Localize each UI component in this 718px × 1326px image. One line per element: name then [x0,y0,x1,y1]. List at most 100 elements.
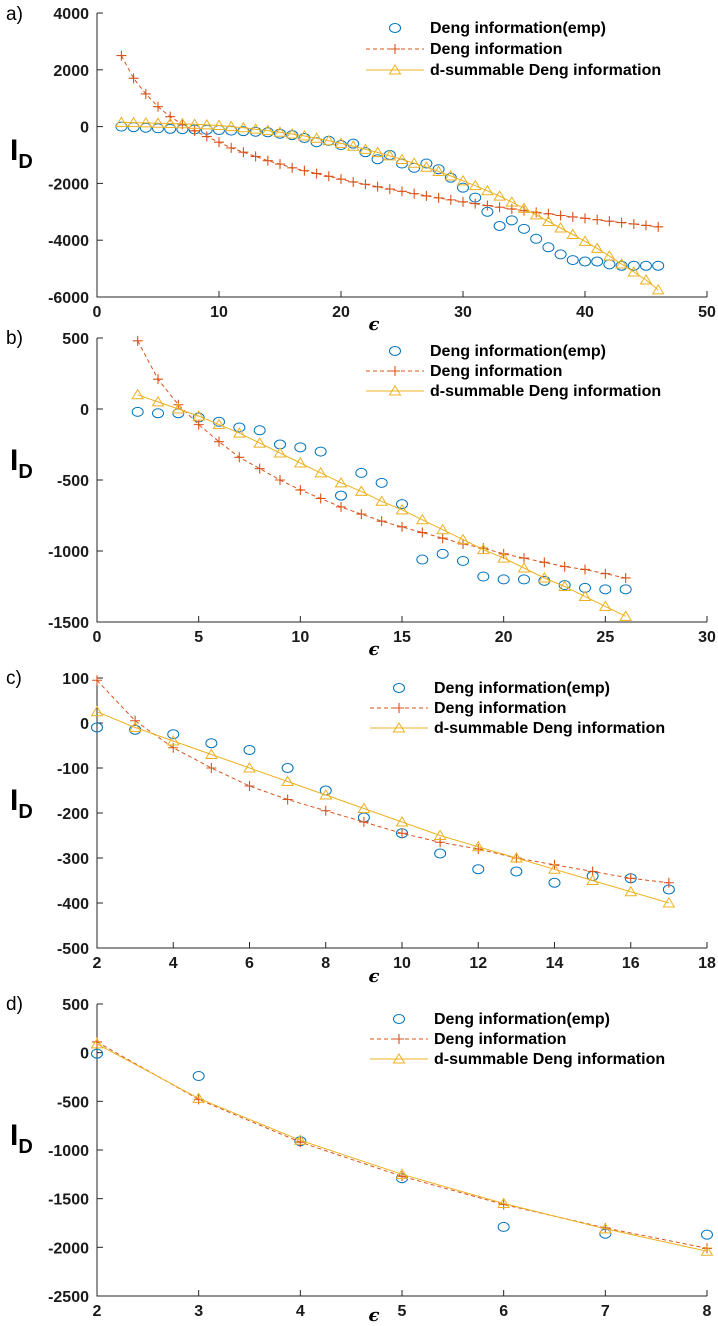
legend-marker-emp [393,683,405,693]
data-point-emp [396,499,408,510]
data-point-dsum [249,123,262,134]
legend-marker-deng [390,44,400,54]
x-tick-label: 40 [576,304,594,321]
x-tick-label: 4 [296,1303,305,1320]
legend-label-deng: Deng information [430,363,562,380]
data-point-emp [192,1071,205,1082]
data-point-dsum [151,395,165,407]
data-point-deng [311,168,322,179]
y-tick-label: 500 [62,997,89,1014]
data-point-deng [323,171,334,182]
data-point-dsum [578,590,592,601]
data-point-deng [130,715,141,726]
data-point-deng [140,88,151,99]
data-point-deng [336,501,346,512]
data-point-dsum [395,153,409,165]
x-tick-label: 18 [698,955,716,972]
data-point-deng [193,419,204,430]
y-tick-label: -6000 [48,290,89,307]
series-deng [92,1036,712,1254]
x-tick-label: 5 [398,1303,407,1320]
data-point-emp [505,215,518,226]
data-point-deng [214,436,224,447]
x-axis-label: ϵ [369,966,380,987]
data-point-dsum [200,118,214,130]
data-point-emp [518,223,530,234]
series-dsum [90,1037,714,1256]
data-point-dsum [171,403,185,414]
series-line-deng [96,679,669,884]
data-point-dsum [433,829,447,840]
data-point-deng [473,844,484,854]
data-point-deng [336,174,346,185]
data-point-emp [167,729,180,740]
chart-panel-a: a) -6000 -4000 -2000 0 2000 4000 0 10 20 30 40 50 ID ϵ… [6,4,716,335]
data-point-deng [702,1243,712,1254]
legend-marker-emp [393,1014,405,1024]
data-point-deng [580,564,590,575]
y-tick-label: -500 [57,941,89,958]
data-point-deng [437,533,448,544]
data-point-dsum [212,119,226,130]
legend-label-deng: Deng information [430,41,562,58]
data-point-deng [616,217,627,228]
data-point-emp [233,422,246,433]
data-point-dsum [395,503,409,515]
axis-lines [96,678,707,949]
data-point-emp [298,132,311,143]
series-deng [116,50,664,232]
data-point-deng [494,202,505,213]
data-point-emp [619,584,632,595]
legend-marker-emp [389,23,401,33]
data-point-deng [397,828,407,839]
data-point-dsum [517,202,531,213]
legend-label-emp: Deng information(emp) [430,343,606,360]
data-point-dsum [243,762,256,773]
data-point-deng [132,335,143,346]
data-point-dsum [298,130,311,141]
legend-marker-dsum [392,1053,406,1064]
data-point-deng [397,1171,407,1182]
axis-lines [96,1004,707,1297]
data-point-dsum [542,215,555,226]
data-point-deng [356,509,367,520]
data-point-deng [214,137,224,148]
data-point-emp [375,477,388,488]
data-point-emp [359,147,372,158]
data-point-deng [628,219,639,230]
data-point-dsum [319,789,333,800]
x-tick-label: 25 [596,629,614,646]
data-point-emp [566,255,579,266]
data-point-deng [600,568,611,579]
data-point-dsum [322,134,336,146]
series-emp [115,121,665,271]
legend-label-dsum: d-summable Deng information [434,720,665,737]
data-point-deng [470,198,481,209]
series-dsum [131,388,633,621]
legend-label-emp: Deng information(emp) [430,20,606,37]
data-point-emp [335,490,347,501]
x-tick-label: 14 [546,955,564,972]
y-tick-label: 2000 [53,63,89,80]
data-point-deng [421,190,432,201]
data-point-dsum [651,283,665,295]
data-point-deng [254,463,265,474]
data-point-dsum [395,816,409,827]
data-point-dsum [192,410,206,421]
data-point-deng [315,493,326,504]
data-point-deng [282,794,293,805]
legend-label-emp: Deng information(emp) [434,1011,610,1028]
data-point-dsum [334,476,348,488]
data-point-dsum [253,437,267,448]
data-point-deng [519,553,529,564]
y-tick-label: 0 [80,1046,89,1063]
data-point-dsum [700,1245,714,1256]
y-tick-label: -500 [57,1094,89,1111]
data-point-emp [281,763,294,773]
data-point-dsum [395,1168,409,1179]
data-point-dsum [375,495,389,506]
x-tick-label: 30 [698,629,716,646]
data-point-dsum [371,146,384,157]
y-axis-label: ID [10,1119,33,1158]
x-axis-label: ϵ [369,1305,380,1326]
